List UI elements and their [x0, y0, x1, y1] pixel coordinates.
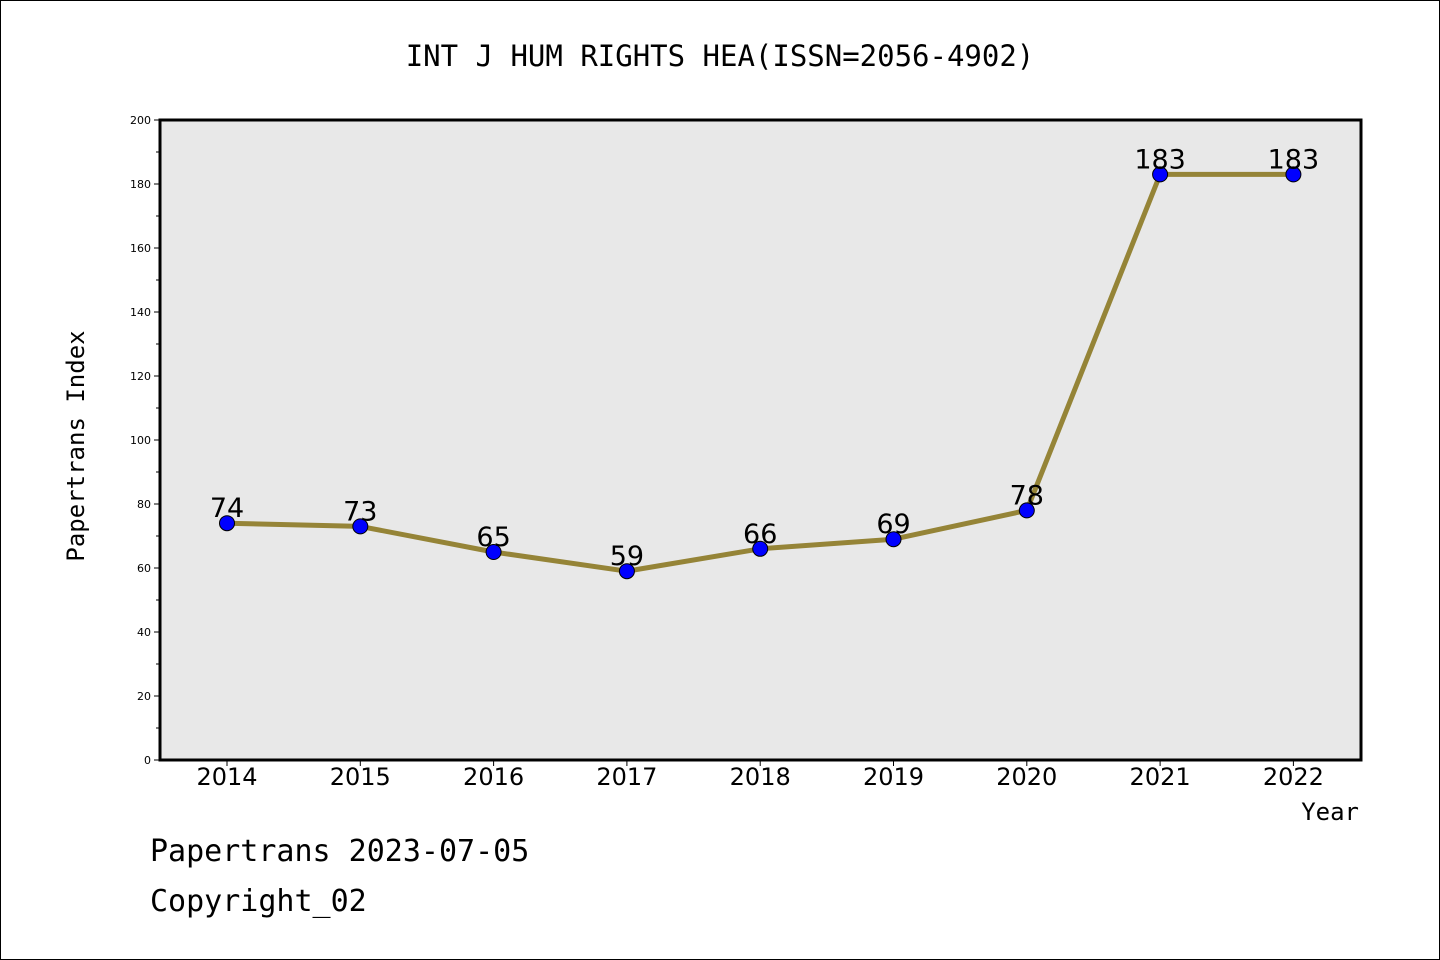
data-point — [1285, 166, 1302, 183]
x-tick-label: 2021 — [1130, 763, 1191, 791]
y-tick-label: 40 — [137, 626, 151, 639]
data-point — [885, 531, 902, 548]
data-label: 59 — [610, 541, 644, 572]
data-label: 66 — [743, 519, 777, 550]
y-tick-label: 160 — [130, 242, 151, 255]
x-tick-label: 2018 — [730, 763, 791, 791]
y-tick-label: 100 — [130, 434, 151, 447]
plot-area — [158, 118, 1363, 762]
y-tick-label: 20 — [137, 690, 151, 703]
y-tick-label: 80 — [137, 498, 151, 511]
data-label: 65 — [476, 522, 510, 553]
chart-title: INT J HUM RIGHTS HEA(ISSN=2056-4902) — [406, 39, 1035, 73]
data-label: 183 — [1268, 144, 1320, 175]
x-tick-label: 2015 — [330, 763, 391, 791]
data-label: 78 — [1010, 480, 1044, 511]
data-point — [1152, 166, 1169, 183]
x-tick-label: 2020 — [996, 763, 1057, 791]
data-point — [352, 518, 369, 535]
y-tick-label: 200 — [130, 114, 151, 127]
y-tick-label: 60 — [137, 562, 151, 575]
data-point — [1018, 502, 1035, 519]
data-label: 69 — [876, 509, 910, 540]
y-tick-label: 180 — [130, 178, 151, 191]
x-tick-label: 2022 — [1263, 763, 1324, 791]
data-point — [219, 515, 235, 532]
x-tick-label: 2017 — [596, 763, 657, 791]
y-tick-label: 120 — [130, 370, 151, 383]
footer-date: Papertrans 2023-07-05 — [150, 834, 530, 869]
y-tick-label: 0 — [144, 754, 151, 767]
y-tick-label: 140 — [130, 306, 151, 319]
x-tick-label: 2019 — [863, 763, 924, 791]
data-label: 73 — [343, 496, 377, 527]
data-point — [752, 540, 769, 557]
data-point — [618, 563, 635, 580]
data-label: 183 — [1134, 144, 1186, 175]
footer-copyright: Copyright_02 — [150, 884, 367, 919]
y-axis: 0 20 40 60 80 100 120 140 160 180 200 — [130, 114, 160, 767]
x-tick-label: 2016 — [463, 763, 524, 791]
data-label: 74 — [210, 493, 244, 524]
y-axis-label: Papertrans Index — [62, 330, 90, 561]
x-tick-label: 2014 — [196, 763, 257, 791]
x-axis-label: Year — [1301, 798, 1359, 826]
data-point — [485, 544, 502, 560]
x-axis: 2014 2015 2016 2017 2018 2019 2020 2021 2022 — [196, 760, 1324, 791]
series-line-group: 74 73 65 59 66 69 78 183 183 — [210, 144, 1320, 580]
